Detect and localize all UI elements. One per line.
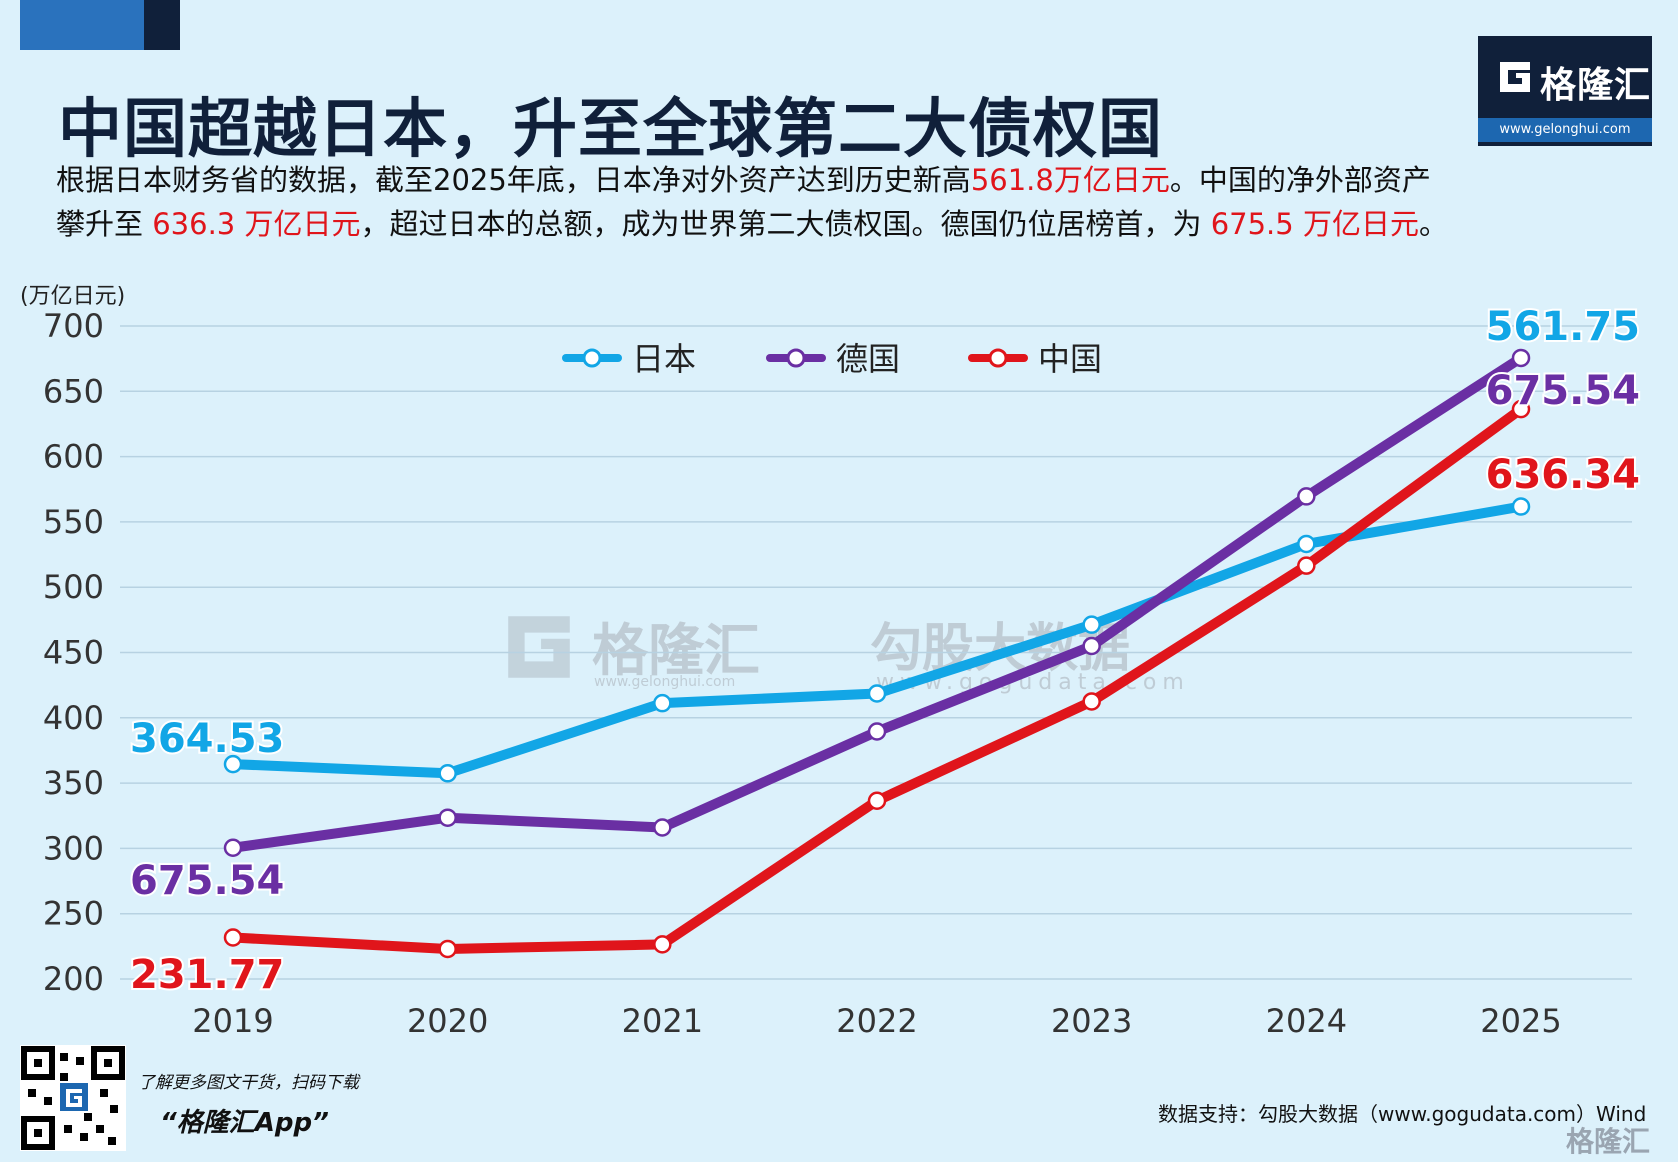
y-tick-label: 250 — [43, 895, 104, 933]
desc-highlight-germany: 675.5 万亿日元 — [1210, 207, 1419, 241]
desc-text: 。中国的净外部资产 — [1169, 163, 1431, 197]
x-tick-label: 2022 — [836, 1002, 917, 1040]
data-point — [653, 693, 672, 713]
end-data-label: 636.34 — [1486, 452, 1640, 498]
legend-label: 德国 — [836, 340, 900, 378]
desc-text: 。 — [1418, 207, 1448, 241]
footer-hint: 了解更多图文干货，扫码下载 — [138, 1073, 359, 1093]
series-line — [228, 404, 1526, 954]
start-data-label: 364.53 — [130, 716, 284, 762]
data-point — [438, 808, 457, 827]
data-point — [1297, 534, 1316, 554]
data-point — [1511, 497, 1531, 516]
desc-text: ，超过日本的总额，成为世界第二大债权国。德国仍位居榜首，为 — [360, 207, 1211, 241]
data-point — [223, 928, 243, 947]
legend-marker — [786, 348, 806, 368]
desc-text: 攀升至 — [56, 207, 153, 241]
data-point — [223, 838, 243, 857]
chart-series — [223, 348, 1531, 959]
data-point — [653, 818, 672, 837]
data-point — [438, 764, 457, 783]
qr-code-icon — [20, 1045, 126, 1151]
top-accent-dark — [144, 0, 180, 50]
y-tick-label: 450 — [43, 634, 104, 672]
x-tick-label: 2025 — [1480, 1002, 1561, 1040]
data-point — [867, 722, 887, 741]
data-source: 数据支持：勾股大数据（www.gogudata.com）Wind — [1158, 1102, 1647, 1126]
watermark-url: www.gelonghui.com — [594, 674, 736, 690]
x-tick-label: 2021 — [622, 1002, 703, 1040]
brand-url: www.gelonghui.com — [1478, 118, 1652, 142]
start-data-label: 231.77 — [130, 952, 284, 998]
data-point — [438, 939, 457, 959]
footer-app-name: “格隆汇App” — [160, 1108, 329, 1138]
legend-marker — [582, 348, 602, 368]
x-tick-label: 2020 — [407, 1002, 488, 1040]
qr-code-graphic — [21, 1046, 125, 1150]
y-tick-label: 200 — [43, 960, 104, 998]
y-tick-label: 550 — [43, 503, 104, 541]
gelonghui-logo-icon — [1500, 62, 1530, 92]
y-tick-label: 400 — [43, 699, 104, 737]
description-line-2: 攀升至 636.3 万亿日元，超过日本的总额，成为世界第二大债权国。德国仍位居榜… — [56, 202, 1448, 246]
y-tick-label: 600 — [43, 438, 104, 476]
data-point — [867, 791, 887, 810]
data-point — [1511, 399, 1531, 419]
x-tick-label: 2019 — [192, 1002, 273, 1040]
data-point — [1082, 636, 1101, 656]
data-point — [1297, 556, 1316, 575]
end-data-label: 675.54 — [1486, 368, 1640, 414]
y-tick-label: 700 — [43, 307, 104, 345]
watermark-text: 格隆汇 — [592, 619, 760, 684]
data-point — [1297, 487, 1316, 506]
brand-logo: 格隆汇 www.gelonghui.com — [1478, 36, 1652, 146]
data-point — [867, 684, 887, 703]
watermark-logo-icon — [508, 616, 570, 678]
data-labels: 364.53 561.75 675.54 675.54 231.77 636.34 — [128, 302, 1642, 1000]
y-tick-label: 650 — [43, 372, 104, 410]
grid-lines — [120, 325, 1632, 980]
legend-label: 中国 — [1038, 340, 1102, 378]
data-point — [223, 754, 243, 774]
brand-name: 格隆汇 — [1540, 65, 1652, 106]
desc-text: 根据日本财务省的数据，截至2025年底，日本净对外资产达到历史新高 — [56, 163, 971, 197]
chart-legend: 日本 德国 中国 — [562, 340, 1102, 378]
end-data-label: 561.75 — [1486, 304, 1640, 350]
y-tick-label: 350 — [43, 764, 104, 802]
top-accent-bar — [20, 0, 180, 50]
description: 根据日本财务省的数据，截至2025年底，日本净对外资产达到历史新高561.8万亿… — [56, 158, 1448, 246]
data-point — [1082, 615, 1101, 634]
desc-highlight-china: 636.3 万亿日元 — [152, 207, 361, 241]
data-point — [1082, 692, 1101, 711]
x-axis-ticks: 2019 2020 2021 2022 2023 2024 2025 — [192, 1002, 1561, 1040]
data-point — [653, 935, 672, 954]
x-tick-label: 2024 — [1266, 1002, 1347, 1040]
page-title: 中国超越日本，升至全球第二大债权国 — [58, 93, 1163, 167]
desc-highlight-japan: 561.8万亿日元 — [970, 163, 1170, 197]
footer-brand-mark: 格隆汇 — [1566, 1125, 1651, 1158]
legend-label: 日本 — [632, 340, 696, 378]
y-axis-ticks: 200 250 300 350 400 450 500 550 600 650 700 — [43, 307, 104, 998]
y-tick-label: 300 — [43, 829, 104, 867]
y-tick-label: 500 — [43, 568, 104, 606]
description-line-1: 根据日本财务省的数据，截至2025年底，日本净对外资产达到历史新高561.8万亿… — [56, 158, 1448, 202]
data-point — [1511, 348, 1531, 368]
x-tick-label: 2023 — [1051, 1002, 1132, 1040]
legend-marker — [988, 348, 1008, 368]
start-data-label: 675.54 — [130, 858, 284, 904]
y-axis-unit: (万亿日元) — [20, 284, 126, 309]
